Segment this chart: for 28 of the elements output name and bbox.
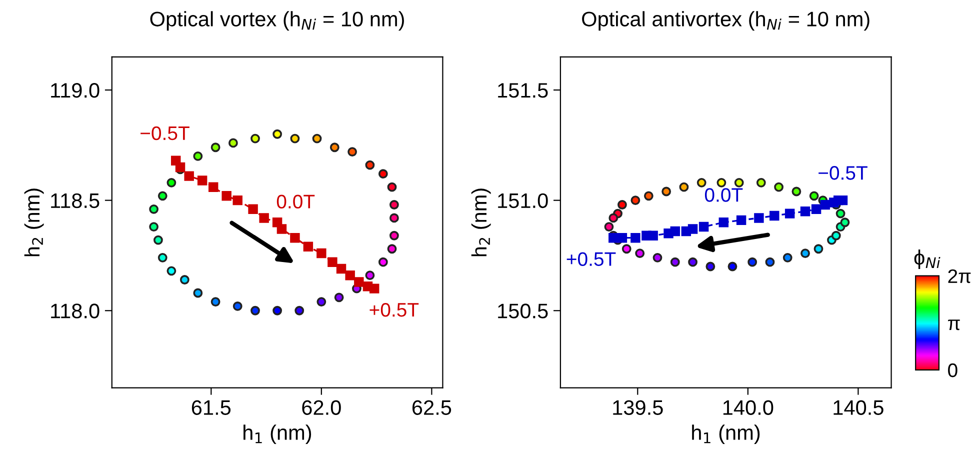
y-axis-title: h$_{2}$ (nm) [471, 188, 491, 256]
x-tick-label: 139.5 [613, 400, 663, 415]
x-tick-label: 140.5 [834, 400, 884, 415]
x-tick-label: 61.5 [192, 400, 231, 415]
color-bar-label: π [948, 320, 960, 330]
chart-title: Optical antivortex (h$_{Ni}$ = 10 nm) [582, 11, 870, 31]
x-tick-label: 62.0 [302, 400, 341, 415]
y-axis-title: h$_{2}$ (nm) [24, 188, 44, 256]
x-axis-title: h$_{1}$ (nm) [244, 424, 312, 444]
annotation: +0.5T [370, 302, 419, 317]
annotation: 0.0T [704, 188, 743, 202]
annotation: 0.0T [276, 194, 315, 208]
chart-title: Optical vortex (h$_{Ni}$ = 10 nm) [150, 11, 404, 31]
y-tick-label: 151.5 [498, 83, 548, 98]
x-tick-label: 62.5 [412, 400, 452, 415]
annotation: −0.5T [140, 126, 190, 140]
color-bar-label: 2π [948, 269, 971, 284]
y-tick-label: 119.0 [51, 83, 100, 98]
color-bar-label: 0 [948, 363, 958, 378]
y-tick-label: 118.5 [51, 193, 100, 208]
x-axis-title: h$_{1}$ (nm) [692, 424, 760, 444]
color-bar-title: ϕ$_{Ni}$ [914, 250, 940, 269]
annotation: −0.5T [818, 166, 868, 180]
x-tick-label: 140.0 [723, 400, 774, 415]
y-tick-label: 150.5 [498, 304, 548, 318]
annotation: +0.5T [566, 252, 616, 266]
y-tick-label: 118.0 [51, 304, 100, 318]
y-tick-label: 151.0 [498, 193, 548, 208]
